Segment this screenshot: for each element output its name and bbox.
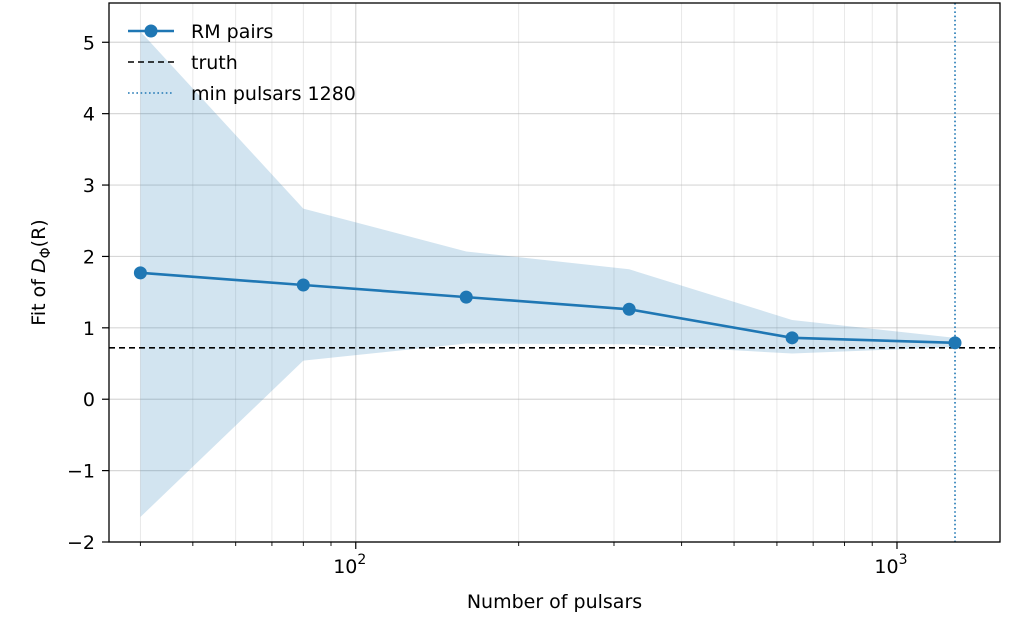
x-tick-base: 10 [333, 556, 357, 578]
y-axis-label-suffix: (R) [28, 219, 50, 247]
legend-marker-rm-pairs [144, 24, 158, 38]
data-point [785, 331, 799, 345]
uncertainty-band [140, 31, 956, 518]
data-point [133, 266, 147, 280]
y-tick-label: 1 [83, 318, 95, 340]
legend-label-truth: truth [191, 52, 238, 74]
legend-label-rm-pairs: RM pairs [191, 21, 273, 43]
data-point [296, 278, 310, 292]
y-tick-label: −1 [67, 461, 95, 483]
series-line-rm-pairs [140, 271, 956, 345]
data-point [622, 302, 636, 316]
y-tick-label: 0 [83, 389, 95, 411]
y-tick-label: 4 [83, 104, 95, 126]
y-tick-label: −2 [67, 532, 95, 554]
y-tick-label: 2 [83, 246, 95, 268]
data-points [133, 266, 962, 350]
y-axis-label: Fit of DΦ(R) [28, 219, 54, 325]
x-tick-exponent: 2 [357, 552, 366, 568]
axes [102, 41, 898, 549]
x-tick-exponent: 3 [899, 552, 908, 568]
data-point [459, 290, 473, 304]
x-tick-label: 103 [874, 552, 907, 578]
x-tick-label: 102 [333, 552, 366, 578]
plot-frame [108, 2, 1001, 543]
y-axis-label-sub: Φ [38, 247, 54, 258]
legend-label-min-pulsars: min pulsars 1280 [191, 83, 356, 105]
x-tick-base: 10 [874, 556, 898, 578]
y-axis-label-prefix: Fit of [28, 273, 50, 326]
x-axis-label: Number of pulsars [467, 591, 642, 613]
y-tick-label: 3 [83, 175, 95, 197]
data-point [948, 336, 962, 350]
y-axis-label-math: D [28, 258, 50, 273]
y-tick-label: 5 [83, 32, 95, 54]
legend: RM pairs truth min pulsars 1280 [128, 21, 356, 105]
